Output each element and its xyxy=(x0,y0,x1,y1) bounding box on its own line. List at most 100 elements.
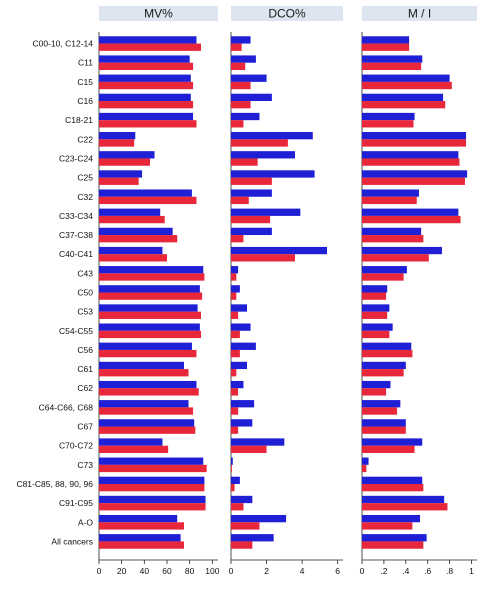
bar xyxy=(231,151,295,159)
bar xyxy=(231,36,251,44)
bar xyxy=(99,273,205,281)
bar xyxy=(231,426,239,434)
tick-label: 0 xyxy=(229,566,234,576)
bar xyxy=(231,349,240,358)
panel-1: 0 2 4 6 xyxy=(229,32,343,576)
category-label: C15 xyxy=(77,77,93,87)
tick-label: 0 xyxy=(97,566,102,576)
bar xyxy=(362,170,468,178)
bar xyxy=(231,177,272,185)
bar xyxy=(99,81,194,90)
bar xyxy=(99,120,197,128)
category-label: C62 xyxy=(77,383,93,393)
category-label: C23-C24 xyxy=(59,153,93,163)
category-label: C25 xyxy=(77,173,93,183)
tick-label: 1 xyxy=(469,566,474,576)
bar xyxy=(231,266,239,274)
panel-headers: MV% DCO% M / I xyxy=(99,6,477,21)
bar xyxy=(99,495,206,504)
bar xyxy=(231,139,288,147)
bar xyxy=(99,400,189,408)
bar xyxy=(99,323,200,331)
tick-label: 40 xyxy=(140,566,150,576)
bar xyxy=(231,235,244,243)
bar xyxy=(99,342,192,350)
bar xyxy=(99,419,195,427)
bar xyxy=(99,43,201,51)
panel-title: MV% xyxy=(144,7,173,21)
bar xyxy=(231,483,235,492)
tick-label: 60 xyxy=(162,566,172,576)
category-label: C50 xyxy=(77,288,93,298)
category-label: C00-10, C12-14 xyxy=(33,39,94,49)
bar xyxy=(99,503,206,511)
bar xyxy=(231,311,239,319)
bar xyxy=(99,246,163,255)
tick-label: .8 xyxy=(446,566,453,576)
bar xyxy=(231,419,253,427)
bar xyxy=(362,388,387,396)
bar xyxy=(362,227,422,236)
bar xyxy=(362,445,415,453)
tick-label: 0 xyxy=(360,566,365,576)
bar xyxy=(362,534,427,542)
category-label: C81-C85, 88, 90, 96 xyxy=(16,479,93,489)
bar xyxy=(99,266,204,274)
bar xyxy=(231,495,253,504)
bar xyxy=(231,514,287,523)
tick-label: .6 xyxy=(424,566,431,576)
bar xyxy=(231,380,244,389)
bar xyxy=(99,522,184,530)
bar xyxy=(362,132,467,140)
category-label: C22 xyxy=(77,134,93,144)
bar xyxy=(362,426,406,434)
bar xyxy=(99,438,163,446)
bar xyxy=(231,541,253,549)
bar xyxy=(99,62,194,71)
bar xyxy=(99,349,197,358)
bar xyxy=(231,93,272,102)
bar xyxy=(99,196,197,205)
panel-0: 0 20 40 60 80 100 xyxy=(97,32,220,576)
bar xyxy=(362,292,387,300)
bar xyxy=(362,177,465,185)
bar xyxy=(362,139,467,147)
bar xyxy=(99,514,178,523)
bar xyxy=(99,139,135,147)
panel-header-2 xyxy=(362,6,477,21)
bar xyxy=(231,292,237,300)
category-label: C64-C66, C68 xyxy=(39,402,94,412)
tick-label: 20 xyxy=(117,566,127,576)
bar xyxy=(362,311,388,319)
category-label: C67 xyxy=(77,422,93,432)
category-label: All cancers xyxy=(51,536,93,546)
bar xyxy=(99,464,207,473)
bar xyxy=(231,208,301,216)
bar xyxy=(362,101,446,109)
bar xyxy=(231,158,258,166)
category-label: C91-C95 xyxy=(59,498,93,508)
bar xyxy=(99,151,155,159)
bar xyxy=(99,407,194,415)
bar xyxy=(231,503,244,511)
bar xyxy=(362,151,459,159)
bar xyxy=(231,227,272,236)
tick-label: 4 xyxy=(300,566,305,576)
bar xyxy=(99,101,194,109)
bar xyxy=(362,483,424,492)
bar xyxy=(99,254,167,262)
tick-label: 80 xyxy=(185,566,195,576)
bar xyxy=(362,81,452,90)
bar xyxy=(231,522,260,530)
bar xyxy=(231,330,240,339)
bar xyxy=(99,311,201,319)
bar xyxy=(231,369,237,377)
bar xyxy=(99,369,189,377)
bar xyxy=(362,495,445,504)
category-label: C70-C72 xyxy=(59,441,93,451)
bar xyxy=(99,541,184,549)
bar xyxy=(362,246,442,255)
category-label: C33-C34 xyxy=(59,211,93,221)
bar xyxy=(362,74,450,82)
bar xyxy=(231,407,239,415)
